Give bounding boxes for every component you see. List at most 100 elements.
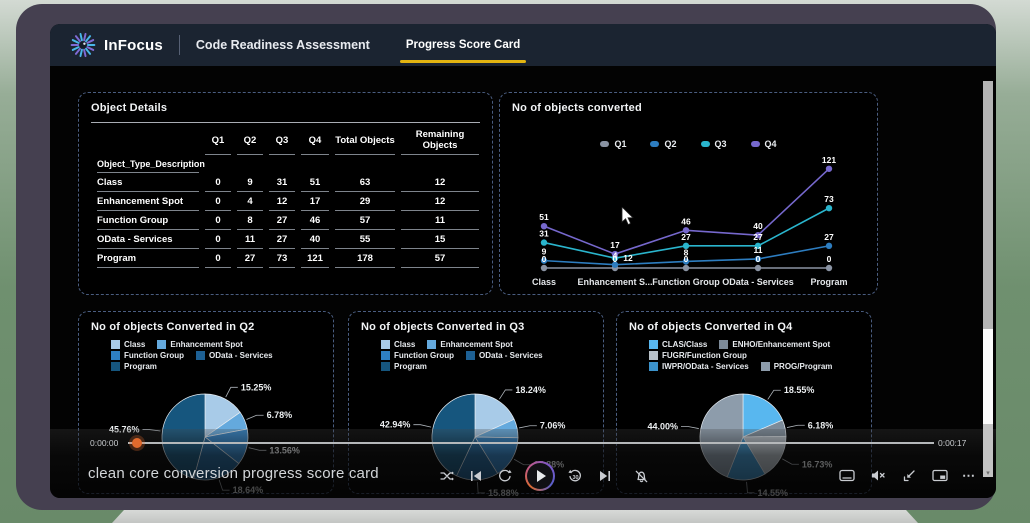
brand-name: InFocus bbox=[104, 36, 163, 54]
legend-item[interactable]: Q2 bbox=[650, 139, 677, 149]
scrubber-handle[interactable] bbox=[132, 438, 142, 448]
table-cell: 27 bbox=[269, 211, 295, 230]
legend-item[interactable]: Q1 bbox=[600, 139, 626, 149]
legend-item[interactable]: Program bbox=[111, 362, 157, 371]
scrollbar-down-button[interactable]: ▾ bbox=[983, 424, 993, 477]
vertical-scrollbar[interactable]: ▾ bbox=[983, 81, 993, 477]
elapsed-time: 0:00:00 bbox=[90, 438, 119, 448]
panel-title: No of objects Converted in Q4 bbox=[629, 321, 793, 333]
row-label: OData - Services bbox=[97, 230, 199, 249]
table-cell: 40 bbox=[301, 230, 329, 249]
legend-item[interactable]: CLAS/Class bbox=[649, 340, 707, 349]
legend-item[interactable]: Class bbox=[381, 340, 415, 349]
notifications-off-icon[interactable] bbox=[633, 468, 650, 485]
collapse-button[interactable] bbox=[900, 467, 917, 484]
legend-item[interactable]: Program bbox=[381, 362, 427, 371]
svg-text:0: 0 bbox=[684, 254, 689, 264]
svg-text:0: 0 bbox=[542, 254, 547, 264]
legend-item[interactable]: PROG/Program bbox=[760, 362, 832, 371]
laptop-frame: InFocus Code Readiness Assessment Progre… bbox=[16, 4, 996, 510]
svg-text:11: 11 bbox=[754, 245, 763, 255]
legend-item[interactable]: Q4 bbox=[750, 139, 777, 149]
more-options-button[interactable]: ⋯ bbox=[962, 468, 975, 483]
legend-item[interactable]: Function Group bbox=[111, 351, 184, 360]
table-cell: 29 bbox=[335, 192, 395, 211]
table-cell: 0 bbox=[205, 230, 231, 249]
line-chart[interactable]: Class Enhancement S... Function Group OData… bbox=[500, 93, 879, 296]
tab-progress-score-card[interactable]: Progress Score Card bbox=[399, 24, 527, 66]
legend-item[interactable]: Enhancement Spot bbox=[157, 340, 243, 349]
table-cell: 0 bbox=[205, 173, 231, 192]
svg-text:15.25%: 15.25% bbox=[241, 382, 272, 392]
svg-text:Class: Class bbox=[532, 277, 556, 287]
timeline-scrubber[interactable] bbox=[128, 438, 934, 448]
line-chart-panel: No of objects converted Q1 Q2 Q3 Q4 Class En… bbox=[499, 92, 878, 295]
svg-text:8: 8 bbox=[684, 247, 689, 257]
svg-text:0: 0 bbox=[613, 254, 618, 264]
scrollbar-track[interactable] bbox=[983, 329, 993, 424]
player-options: ⋯ bbox=[838, 467, 975, 484]
svg-text:6.18%: 6.18% bbox=[808, 420, 834, 430]
legend-item[interactable]: Enhancement Spot bbox=[427, 340, 513, 349]
skip-next-button[interactable] bbox=[596, 468, 613, 485]
svg-text:51: 51 bbox=[539, 212, 549, 222]
table-row[interactable]: OData - Services 0 11 27 40 55 15 bbox=[97, 230, 479, 249]
column-header: Q1 bbox=[205, 125, 231, 155]
row-label: Program bbox=[97, 249, 199, 268]
table-cell: 57 bbox=[401, 249, 479, 268]
legend-item[interactable]: Class bbox=[111, 340, 145, 349]
shuffle-icon[interactable] bbox=[438, 468, 455, 485]
table-cell: 27 bbox=[269, 230, 295, 249]
table-row[interactable]: Function Group 0 8 27 46 57 11 bbox=[97, 211, 479, 230]
svg-text:4: 4 bbox=[613, 251, 618, 261]
table-cell: 57 bbox=[335, 211, 395, 230]
rewind-10-button[interactable] bbox=[496, 468, 513, 485]
legend-item[interactable]: Q3 bbox=[700, 139, 727, 149]
table-cell: 27 bbox=[237, 249, 263, 268]
app-header: InFocus Code Readiness Assessment Progre… bbox=[50, 24, 996, 66]
table-cell: 0 bbox=[205, 249, 231, 268]
mute-button[interactable] bbox=[869, 467, 886, 484]
svg-text:Enhancement S...: Enhancement S... bbox=[577, 277, 652, 287]
table-row[interactable]: Enhancement Spot 0 4 12 17 29 12 bbox=[97, 192, 479, 211]
object-details-table[interactable]: Q1 Q2 Q3 Q4 Total Objects Remaining Objects Ob… bbox=[91, 125, 485, 268]
table-cell: 178 bbox=[335, 249, 395, 268]
dashboard-screen: InFocus Code Readiness Assessment Progre… bbox=[50, 24, 996, 498]
row-label: Enhancement Spot bbox=[97, 192, 199, 211]
legend-item[interactable]: ENHO/Enhancement Spot bbox=[719, 340, 830, 349]
tab-active-underline bbox=[399, 60, 527, 63]
svg-text:7.06%: 7.06% bbox=[540, 421, 566, 431]
table-cell: 11 bbox=[237, 230, 263, 249]
forward-30-button[interactable]: 30 bbox=[567, 468, 584, 485]
svg-text:Program: Program bbox=[810, 277, 847, 287]
panel-title: No of objects Converted in Q2 bbox=[91, 321, 255, 333]
play-icon bbox=[527, 463, 553, 489]
table-row[interactable]: Program 0 27 73 121 178 57 bbox=[97, 249, 479, 268]
legend-item[interactable]: FUGR/Function Group bbox=[649, 351, 747, 360]
picture-in-picture-button[interactable] bbox=[931, 467, 948, 484]
column-header: Q2 bbox=[237, 125, 263, 155]
svg-text:Function Group: Function Group bbox=[652, 277, 720, 287]
svg-text:0: 0 bbox=[827, 254, 832, 264]
mouse-cursor bbox=[621, 207, 634, 226]
play-button[interactable] bbox=[525, 461, 555, 491]
scrollbar-thumb[interactable] bbox=[983, 81, 993, 329]
legend-item[interactable]: OData - Services bbox=[466, 351, 543, 360]
skip-previous-button[interactable] bbox=[467, 468, 484, 485]
svg-text:40: 40 bbox=[753, 221, 763, 231]
svg-text:121: 121 bbox=[822, 155, 836, 165]
legend-item[interactable]: IWPR/OData - Services bbox=[649, 362, 749, 371]
table-cell: 0 bbox=[205, 192, 231, 211]
legend-item[interactable]: OData - Services bbox=[196, 351, 273, 360]
svg-text:6.78%: 6.78% bbox=[267, 410, 293, 420]
column-header: Q3 bbox=[269, 125, 295, 155]
captions-button[interactable] bbox=[838, 467, 855, 484]
table-row[interactable]: Class 0 9 31 51 63 12 bbox=[97, 173, 479, 192]
row-label: Class bbox=[97, 173, 199, 192]
svg-text:OData - Services: OData - Services bbox=[722, 277, 794, 287]
video-title: clean core conversion progress score car… bbox=[88, 465, 379, 482]
column-header: Total Objects bbox=[335, 125, 395, 155]
legend-item[interactable]: Function Group bbox=[381, 351, 454, 360]
pie-legend: CLAS/Class ENHO/Enhancement Spot FUGR/Func… bbox=[649, 340, 857, 371]
duration-time: 0:00:17 bbox=[938, 438, 967, 448]
